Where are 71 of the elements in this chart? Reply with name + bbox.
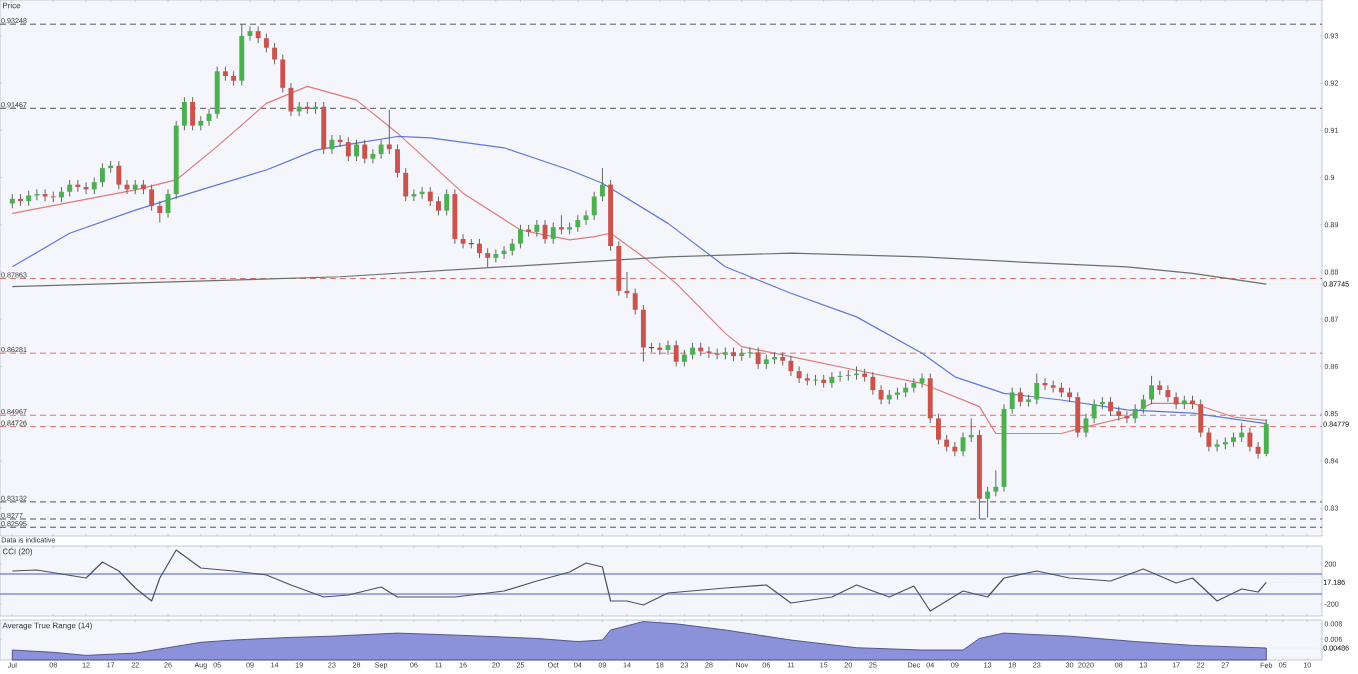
candlestick xyxy=(345,136,351,162)
candlestick xyxy=(1214,439,1220,452)
candlestick xyxy=(149,184,155,212)
candlestick xyxy=(485,247,491,268)
candlestick xyxy=(362,139,368,164)
candlestick xyxy=(747,347,753,359)
candlestick xyxy=(403,167,409,202)
candlestick xyxy=(1206,427,1212,452)
candlestick xyxy=(263,33,269,53)
candlestick xyxy=(354,139,359,162)
candlestick xyxy=(829,371,835,389)
candlestick xyxy=(616,240,622,297)
candlestick xyxy=(1034,373,1040,405)
candlestick xyxy=(329,134,335,155)
candlestick xyxy=(1132,403,1138,424)
candlestick xyxy=(673,340,679,367)
candlestick xyxy=(517,224,523,249)
candlestick xyxy=(1173,391,1179,410)
candlestick xyxy=(99,162,105,188)
candlestick xyxy=(395,144,400,178)
candlestick xyxy=(1247,427,1253,452)
candlestick xyxy=(837,370,843,383)
candlestick xyxy=(493,248,499,264)
candlestick xyxy=(501,245,507,260)
candlestick xyxy=(862,368,868,383)
candlestick xyxy=(34,188,40,201)
candlestick xyxy=(157,200,163,223)
candlestick xyxy=(1263,418,1269,457)
candlestick xyxy=(1140,394,1146,415)
candlestick xyxy=(813,374,818,386)
candlestick xyxy=(550,221,556,245)
candlestick xyxy=(788,355,794,377)
candlestick xyxy=(599,167,605,202)
candlestick xyxy=(427,186,433,207)
candlestick xyxy=(870,371,876,396)
candlestick xyxy=(911,377,917,393)
candlestick xyxy=(1198,399,1204,438)
candlestick xyxy=(1255,441,1261,459)
candlestick xyxy=(1017,387,1023,408)
candlestick xyxy=(1091,399,1097,424)
candlestick xyxy=(1149,375,1154,405)
candlestick xyxy=(460,233,466,249)
candlestick xyxy=(640,304,646,363)
candlestick xyxy=(477,238,482,259)
candlestick xyxy=(993,469,999,497)
candlestick xyxy=(714,348,720,360)
candlestick xyxy=(821,374,827,389)
candlestick xyxy=(558,214,564,235)
candlestick xyxy=(370,148,376,164)
candlestick xyxy=(280,54,286,93)
candlestick xyxy=(632,288,638,315)
candlestick xyxy=(1075,391,1081,438)
candlestick xyxy=(436,196,441,216)
candlestick xyxy=(116,160,122,190)
candlestick xyxy=(272,42,278,65)
candlestick xyxy=(1009,387,1015,415)
candlestick xyxy=(927,373,933,424)
candlestick xyxy=(796,366,802,384)
candlestick xyxy=(1108,396,1114,417)
candlestick xyxy=(845,369,851,382)
candlestick xyxy=(935,413,941,445)
candlestick xyxy=(378,139,384,160)
candlestick xyxy=(878,384,884,405)
candlestick xyxy=(50,191,56,203)
candlestick xyxy=(1165,384,1171,403)
candlestick xyxy=(452,188,458,245)
candlestick xyxy=(591,191,597,221)
candlestick xyxy=(919,373,925,389)
candlestick xyxy=(755,347,761,370)
candlestick xyxy=(706,346,712,359)
candlestick xyxy=(444,188,450,216)
